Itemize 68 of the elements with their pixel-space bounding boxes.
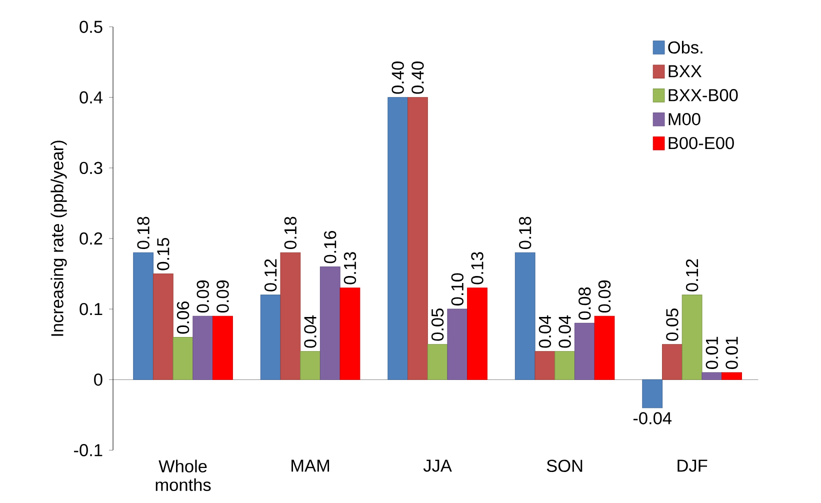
- bar: [702, 372, 722, 380]
- y-tick-label: 0: [94, 373, 102, 386]
- x-tick-label: DJF: [678, 460, 708, 472]
- bar: [340, 288, 360, 380]
- data-label: 0.05: [666, 308, 678, 341]
- legend-label: BXX-B00: [668, 89, 738, 102]
- data-label: -0.04: [633, 412, 672, 424]
- bar: [172, 336, 194, 380]
- bar: [682, 294, 702, 380]
- data-label: 0.08: [578, 287, 591, 320]
- bar: [574, 322, 595, 380]
- bar: [300, 351, 320, 380]
- bar: [467, 288, 488, 380]
- bar: [427, 344, 448, 380]
- data-label: 0.40: [392, 61, 404, 94]
- bar: [260, 294, 281, 380]
- bar: [320, 266, 340, 380]
- bar: [642, 379, 663, 408]
- x-tick-label: MAM: [292, 460, 330, 472]
- data-label: 0.06: [176, 301, 190, 334]
- bar: [280, 252, 301, 380]
- bar: [447, 308, 468, 380]
- data-label: 0.16: [324, 230, 336, 264]
- bar: [152, 273, 174, 380]
- y-tick-label: 0.4: [80, 91, 103, 104]
- y-tick-label: 0.5: [80, 20, 102, 33]
- bar: [534, 351, 556, 380]
- data-label: 0.01: [726, 336, 738, 369]
- legend-label: Obs.: [668, 40, 702, 54]
- data-label: 0.13: [344, 252, 356, 284]
- bar: [594, 316, 615, 380]
- data-label: 0.18: [284, 216, 297, 249]
- bar: [554, 351, 575, 380]
- data-label: 0.09: [598, 280, 611, 312]
- x-tick-label: SON: [546, 460, 582, 472]
- legend-label: BXX: [668, 65, 702, 78]
- data-label: 0.12: [264, 259, 277, 292]
- y-tick-label: 0.1: [80, 302, 102, 316]
- bar: [212, 316, 233, 380]
- data-label: 0.04: [558, 315, 571, 348]
- data-label: 0.01: [706, 336, 718, 369]
- y-axis-title: Increasing rate (ppb/year): [50, 140, 67, 336]
- data-label: 0.09: [216, 280, 229, 312]
- bar: [133, 252, 154, 380]
- bar: [388, 97, 408, 380]
- data-label: 0.04: [538, 315, 552, 348]
- bar: [514, 252, 536, 380]
- bar: [662, 344, 682, 380]
- legend-label: B00-E00: [668, 136, 734, 150]
- data-label: 0.12: [686, 259, 698, 292]
- data-label: 0.40: [412, 61, 424, 94]
- bar: [408, 97, 428, 380]
- y-tick-label: 0.2: [80, 232, 102, 245]
- data-label: 0.18: [137, 216, 150, 249]
- data-label: 0.09: [196, 280, 209, 312]
- x-tick-label: JJA: [423, 460, 452, 472]
- data-label: 0.13: [471, 252, 484, 284]
- data-label: 0.15: [157, 238, 170, 270]
- legend-label: M00: [668, 112, 700, 126]
- bar: [192, 316, 214, 380]
- data-label: 0.10: [451, 273, 464, 306]
- y-tick-label: -0.1: [74, 444, 102, 456]
- bar: [722, 372, 742, 380]
- x-tick-label: Whole months: [156, 460, 211, 491]
- data-label: 0.05: [431, 308, 444, 341]
- data-label: 0.04: [304, 315, 316, 348]
- y-tick-label: 0.3: [80, 162, 102, 174]
- data-label: 0.18: [518, 216, 532, 249]
